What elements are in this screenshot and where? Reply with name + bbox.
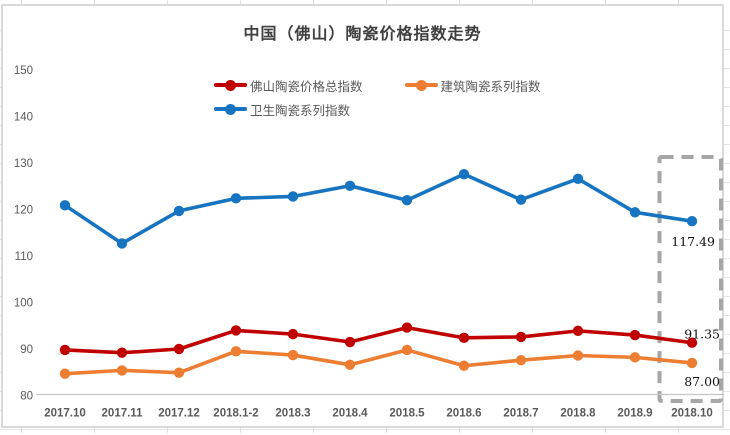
y-axis-label: 150 — [14, 65, 33, 77]
y-axis-label: 90 — [20, 344, 33, 356]
x-axis-label: 2018.10 — [671, 408, 713, 420]
data-point-total-index-2017.10[interactable] — [59, 344, 71, 356]
y-axis-label: 120 — [14, 205, 33, 217]
end-value-label-building-series: 87.00 — [684, 374, 720, 389]
legend-label-building-series: 建筑陶瓷系列指数 — [440, 79, 541, 94]
data-point-building-series-2018.6[interactable] — [458, 360, 470, 371]
data-point-sanitary-series-2017.10[interactable] — [59, 200, 71, 211]
legend-line-marker-icon — [404, 79, 438, 91]
y-axis-label: 80 — [20, 391, 33, 403]
data-point-building-series-2017.11[interactable] — [116, 365, 128, 376]
legend-line-marker-icon — [214, 79, 247, 91]
x-axis-label: 2018.6 — [446, 408, 481, 420]
legend-item-building-series[interactable]: 建筑陶瓷系列指数 — [404, 76, 541, 95]
data-point-sanitary-series-2018.1-2[interactable] — [230, 193, 242, 204]
legend-label-sanitary-series: 卫生陶瓷系列指数 — [250, 103, 351, 118]
y-axis-label: 130 — [14, 158, 33, 170]
series-line-total-index[interactable] — [63, 325, 694, 355]
data-point-total-index-2018.1-2[interactable] — [230, 325, 242, 336]
data-point-sanitary-series-2017.12[interactable] — [173, 205, 185, 217]
data-point-building-series-2017.12[interactable] — [173, 367, 185, 378]
legend-dot-marker-icon — [415, 79, 427, 91]
data-point-sanitary-series-2018.6[interactable] — [458, 168, 470, 180]
x-axis-label: 2018.5 — [389, 408, 425, 420]
x-axis-label: 2018.1-2 — [213, 408, 258, 420]
data-point-sanitary-series-2018.8[interactable] — [572, 173, 584, 185]
data-point-building-series-2018.5[interactable] — [401, 344, 413, 356]
x-axis-label: 2018.7 — [503, 408, 538, 420]
data-point-building-series-2018.7[interactable] — [515, 354, 527, 366]
legend-row-2: 卫生陶瓷系列指数 — [214, 97, 541, 121]
data-point-total-index-2018.7[interactable] — [515, 331, 527, 343]
data-point-total-index-2018.6[interactable] — [458, 332, 470, 344]
x-axis-label: 2017.12 — [158, 408, 200, 420]
data-point-sanitary-series-2017.11[interactable] — [116, 238, 128, 249]
data-point-building-series-2018.8[interactable] — [572, 350, 584, 361]
data-point-total-index-2018.8[interactable] — [572, 325, 584, 337]
x-axis-label: 2018.3 — [275, 408, 310, 420]
y-axis-label: 110 — [15, 251, 33, 263]
data-point-sanitary-series-2018.9[interactable] — [629, 207, 641, 218]
x-axis-label: 2017.11 — [102, 408, 144, 420]
chart-frame[interactable]: 80 90 100 110 120 130 140 150 2017.10 2017.11 2017… — [1, 4, 724, 428]
data-point-building-series-2018.3[interactable] — [287, 349, 299, 361]
data-point-total-index-2018.5[interactable] — [401, 322, 413, 333]
end-value-label-total-index: 91.35 — [684, 327, 720, 342]
series-line-building-series[interactable] — [63, 348, 694, 376]
data-point-sanitary-series-2018.4[interactable] — [344, 180, 356, 191]
data-point-total-index-2017.12[interactable] — [173, 343, 185, 355]
x-axis-label: 2018.9 — [617, 408, 652, 420]
data-point-total-index-2018.10[interactable] — [686, 337, 698, 348]
data-point-total-index-2018.3[interactable] — [287, 328, 299, 340]
chart-title: 中国（佛山）陶瓷价格指数走势 — [243, 26, 482, 43]
end-value-label-sanitary-series: 117.49 — [671, 234, 715, 249]
legend-dot-marker-icon — [225, 103, 236, 115]
data-point-building-series-2018.9[interactable] — [629, 352, 641, 363]
data-point-total-index-2018.4[interactable] — [344, 336, 356, 348]
x-axis-label: 2017.10 — [44, 408, 86, 420]
data-point-building-series-2017.10[interactable] — [59, 368, 71, 379]
legend-dot-marker-icon — [225, 79, 236, 91]
data-point-building-series-2018.10[interactable] — [686, 357, 698, 369]
data-point-building-series-2018.1-2[interactable] — [230, 346, 242, 357]
legend-item-total-index[interactable]: 佛山陶瓷价格总指数 — [214, 76, 363, 95]
data-point-sanitary-series-2018.7[interactable] — [515, 194, 527, 205]
legend-item-sanitary-series[interactable]: 卫生陶瓷系列指数 — [214, 100, 350, 119]
data-point-total-index-2017.11[interactable] — [116, 347, 128, 358]
data-point-sanitary-series-2018.10[interactable] — [686, 215, 698, 227]
x-axis-label: 2018.4 — [332, 408, 368, 420]
legend: 佛山陶瓷价格总指数 建筑陶瓷系列指数 卫生陶瓷系列指数 — [214, 73, 541, 121]
data-point-sanitary-series-2018.3[interactable] — [287, 191, 299, 202]
y-axis-label: 100 — [14, 298, 33, 310]
data-point-total-index-2018.9[interactable] — [629, 329, 641, 341]
legend-line-marker-icon — [214, 103, 247, 115]
legend-label-total-index: 佛山陶瓷价格总指数 — [250, 79, 363, 94]
series-line-sanitary-series[interactable] — [63, 172, 694, 246]
legend-row-1: 佛山陶瓷价格总指数 建筑陶瓷系列指数 — [214, 73, 541, 97]
y-axis-label: 140 — [14, 112, 33, 124]
data-point-building-series-2018.4[interactable] — [344, 359, 356, 371]
highlight-box-2018-10 — [657, 155, 723, 403]
data-point-sanitary-series-2018.5[interactable] — [401, 195, 413, 206]
x-axis-label: 2018.8 — [560, 408, 596, 420]
